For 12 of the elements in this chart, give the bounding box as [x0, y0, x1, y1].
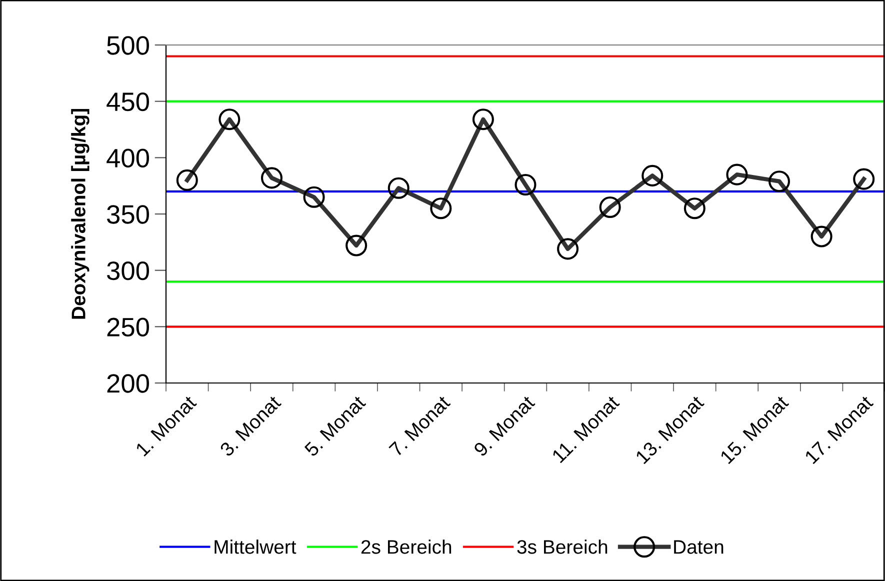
y-tick-label: 250 [107, 318, 149, 336]
y-tick-label: 350 [107, 205, 149, 224]
legend-label: 2s Bereich [361, 540, 452, 554]
legend-label: Mittelwert [214, 540, 296, 554]
y-tick-label: 200 [107, 374, 149, 393]
y-axis-title: Deoxynivalenol [µg/kg] [71, 109, 90, 319]
legend-label: Daten [674, 540, 724, 554]
y-tick-label: 500 [107, 36, 149, 55]
y-tick-label: 300 [107, 261, 149, 280]
y-tick-label: 400 [106, 148, 149, 168]
y-tick-label: 450 [106, 92, 149, 112]
legend-label: 3s Bereich [517, 540, 608, 554]
